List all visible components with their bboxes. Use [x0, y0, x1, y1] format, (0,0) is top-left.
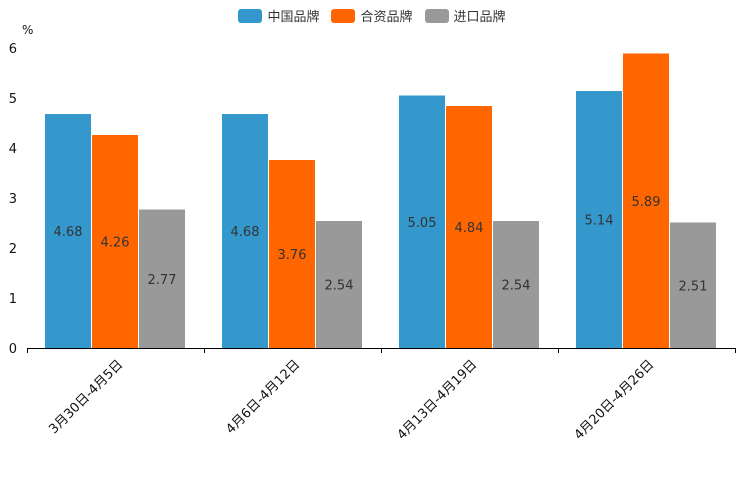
- data-label-2-3: 2.51: [679, 279, 708, 294]
- legend-item-china[interactable]: 中国品牌: [238, 6, 319, 25]
- legend-label-china: 中国品牌: [267, 10, 320, 25]
- y-tick-label-5: 5: [9, 92, 17, 107]
- legend-item-joint[interactable]: 合资品牌: [331, 6, 413, 25]
- y-tick-label-4: 4: [9, 142, 17, 157]
- bar-1-2: [446, 106, 492, 348]
- bar-1-0: [92, 135, 138, 348]
- bar-2-3: [670, 222, 716, 348]
- data-label-2-1: 2.54: [325, 279, 354, 294]
- bar-2-1: [316, 221, 362, 348]
- x-tick-label-1: 4月6日-4月12日: [223, 357, 303, 437]
- y-tick-label-0: 0: [9, 342, 17, 357]
- data-label-0-2: 5.05: [408, 216, 437, 231]
- bar-0-3: [576, 91, 622, 348]
- legend-swatch-import: [424, 8, 449, 23]
- legend-swatch-joint: [331, 8, 356, 23]
- legend-label-import: 进口品牌: [453, 10, 506, 25]
- x-tick-label-3: 4月20日-4月26日: [572, 357, 658, 443]
- legend-label-joint: 合资品牌: [360, 10, 413, 25]
- data-label-1-0: 4.26: [101, 236, 130, 251]
- legend: 中国品牌 合资品牌 进口品牌: [0, 6, 744, 25]
- data-label-0-1: 4.68: [231, 225, 260, 240]
- legend-item-import[interactable]: 进口品牌: [424, 6, 506, 25]
- data-label-0-3: 5.14: [585, 214, 614, 229]
- bar-2-0: [139, 209, 185, 348]
- y-axis-unit: %: [22, 23, 33, 37]
- bar-2-2: [493, 221, 539, 348]
- data-label-2-2: 2.54: [502, 279, 531, 294]
- data-label-0-0: 4.68: [54, 225, 83, 240]
- y-tick-label-6: 6: [9, 42, 17, 57]
- y-tick-label-3: 3: [9, 192, 17, 207]
- bar-0-1: [222, 114, 268, 348]
- bar-0-0: [45, 114, 91, 348]
- bar-1-3: [623, 53, 669, 348]
- data-label-1-1: 3.76: [278, 248, 307, 263]
- bar-1-1: [269, 160, 315, 348]
- legend-swatch-china: [238, 8, 263, 23]
- data-label-1-3: 5.89: [632, 195, 661, 210]
- data-label-1-2: 4.84: [455, 221, 484, 236]
- x-tick-label-0: 3月30日-4月5日: [46, 357, 126, 437]
- data-label-2-0: 2.77: [148, 273, 177, 288]
- x-tick-label-2: 4月13日-4月19日: [395, 357, 481, 443]
- y-tick-label-2: 2: [9, 242, 17, 257]
- y-tick-label-1: 1: [9, 292, 17, 307]
- bar-0-2: [399, 95, 445, 348]
